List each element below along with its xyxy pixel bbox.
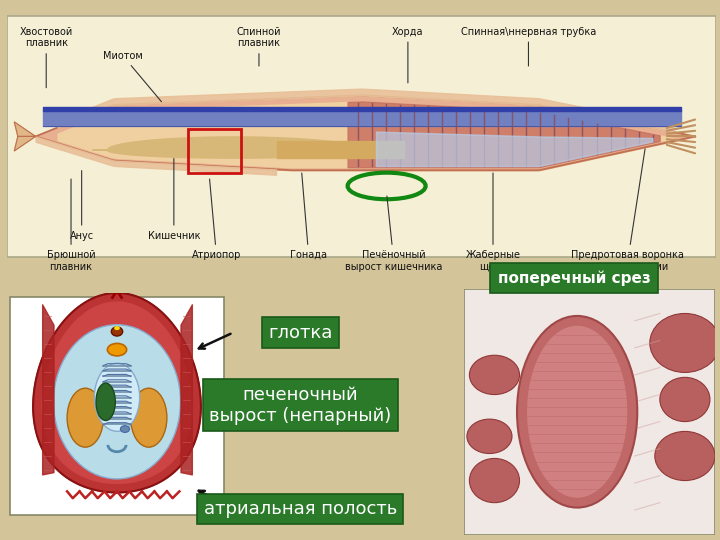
Ellipse shape	[660, 377, 710, 422]
Polygon shape	[14, 122, 35, 151]
Text: поперечный срез: поперечный срез	[498, 271, 651, 286]
Ellipse shape	[107, 343, 127, 356]
Text: Хорда: Хорда	[392, 26, 423, 83]
Polygon shape	[42, 302, 192, 483]
Text: печеночный
вырост (непарный): печеночный вырост (непарный)	[210, 386, 392, 424]
Text: Спинная\ннервная трубка: Спинная\ннервная трубка	[461, 26, 596, 66]
Ellipse shape	[650, 313, 720, 373]
Text: Анус: Анус	[70, 171, 94, 241]
Text: Жаберные
щели: Жаберные щели	[466, 173, 521, 272]
Ellipse shape	[469, 458, 520, 503]
Ellipse shape	[130, 388, 167, 447]
Ellipse shape	[120, 426, 130, 433]
Ellipse shape	[94, 363, 140, 431]
Ellipse shape	[469, 355, 520, 395]
Bar	[188, 129, 241, 173]
Polygon shape	[33, 293, 201, 492]
Ellipse shape	[96, 383, 115, 421]
Text: Печёночный
вырост кишечника: Печёночный вырост кишечника	[345, 196, 442, 272]
Text: Хвостовой
плавник: Хвостовой плавник	[19, 26, 73, 87]
Ellipse shape	[112, 327, 122, 336]
Text: Брюшной
плавник: Брюшной плавник	[47, 179, 95, 272]
Text: Предротовая воронка
со щупальцами: Предротовая воронка со щупальцами	[571, 149, 684, 272]
Ellipse shape	[67, 388, 104, 447]
Text: Спинной
плавник: Спинной плавник	[237, 26, 282, 66]
Text: Атриопор: Атриопор	[192, 179, 241, 260]
Ellipse shape	[654, 431, 715, 481]
Bar	[7, 16, 716, 257]
Text: глотка: глотка	[269, 323, 333, 342]
Text: Гонада: Гонада	[290, 173, 327, 260]
Ellipse shape	[527, 326, 627, 498]
Ellipse shape	[517, 316, 637, 508]
Ellipse shape	[114, 326, 120, 330]
Ellipse shape	[53, 325, 181, 479]
Ellipse shape	[467, 419, 512, 454]
Text: Миотом: Миотом	[103, 51, 161, 102]
Text: атриальная полость: атриальная полость	[204, 500, 397, 518]
Text: Кишечник: Кишечник	[148, 159, 200, 241]
